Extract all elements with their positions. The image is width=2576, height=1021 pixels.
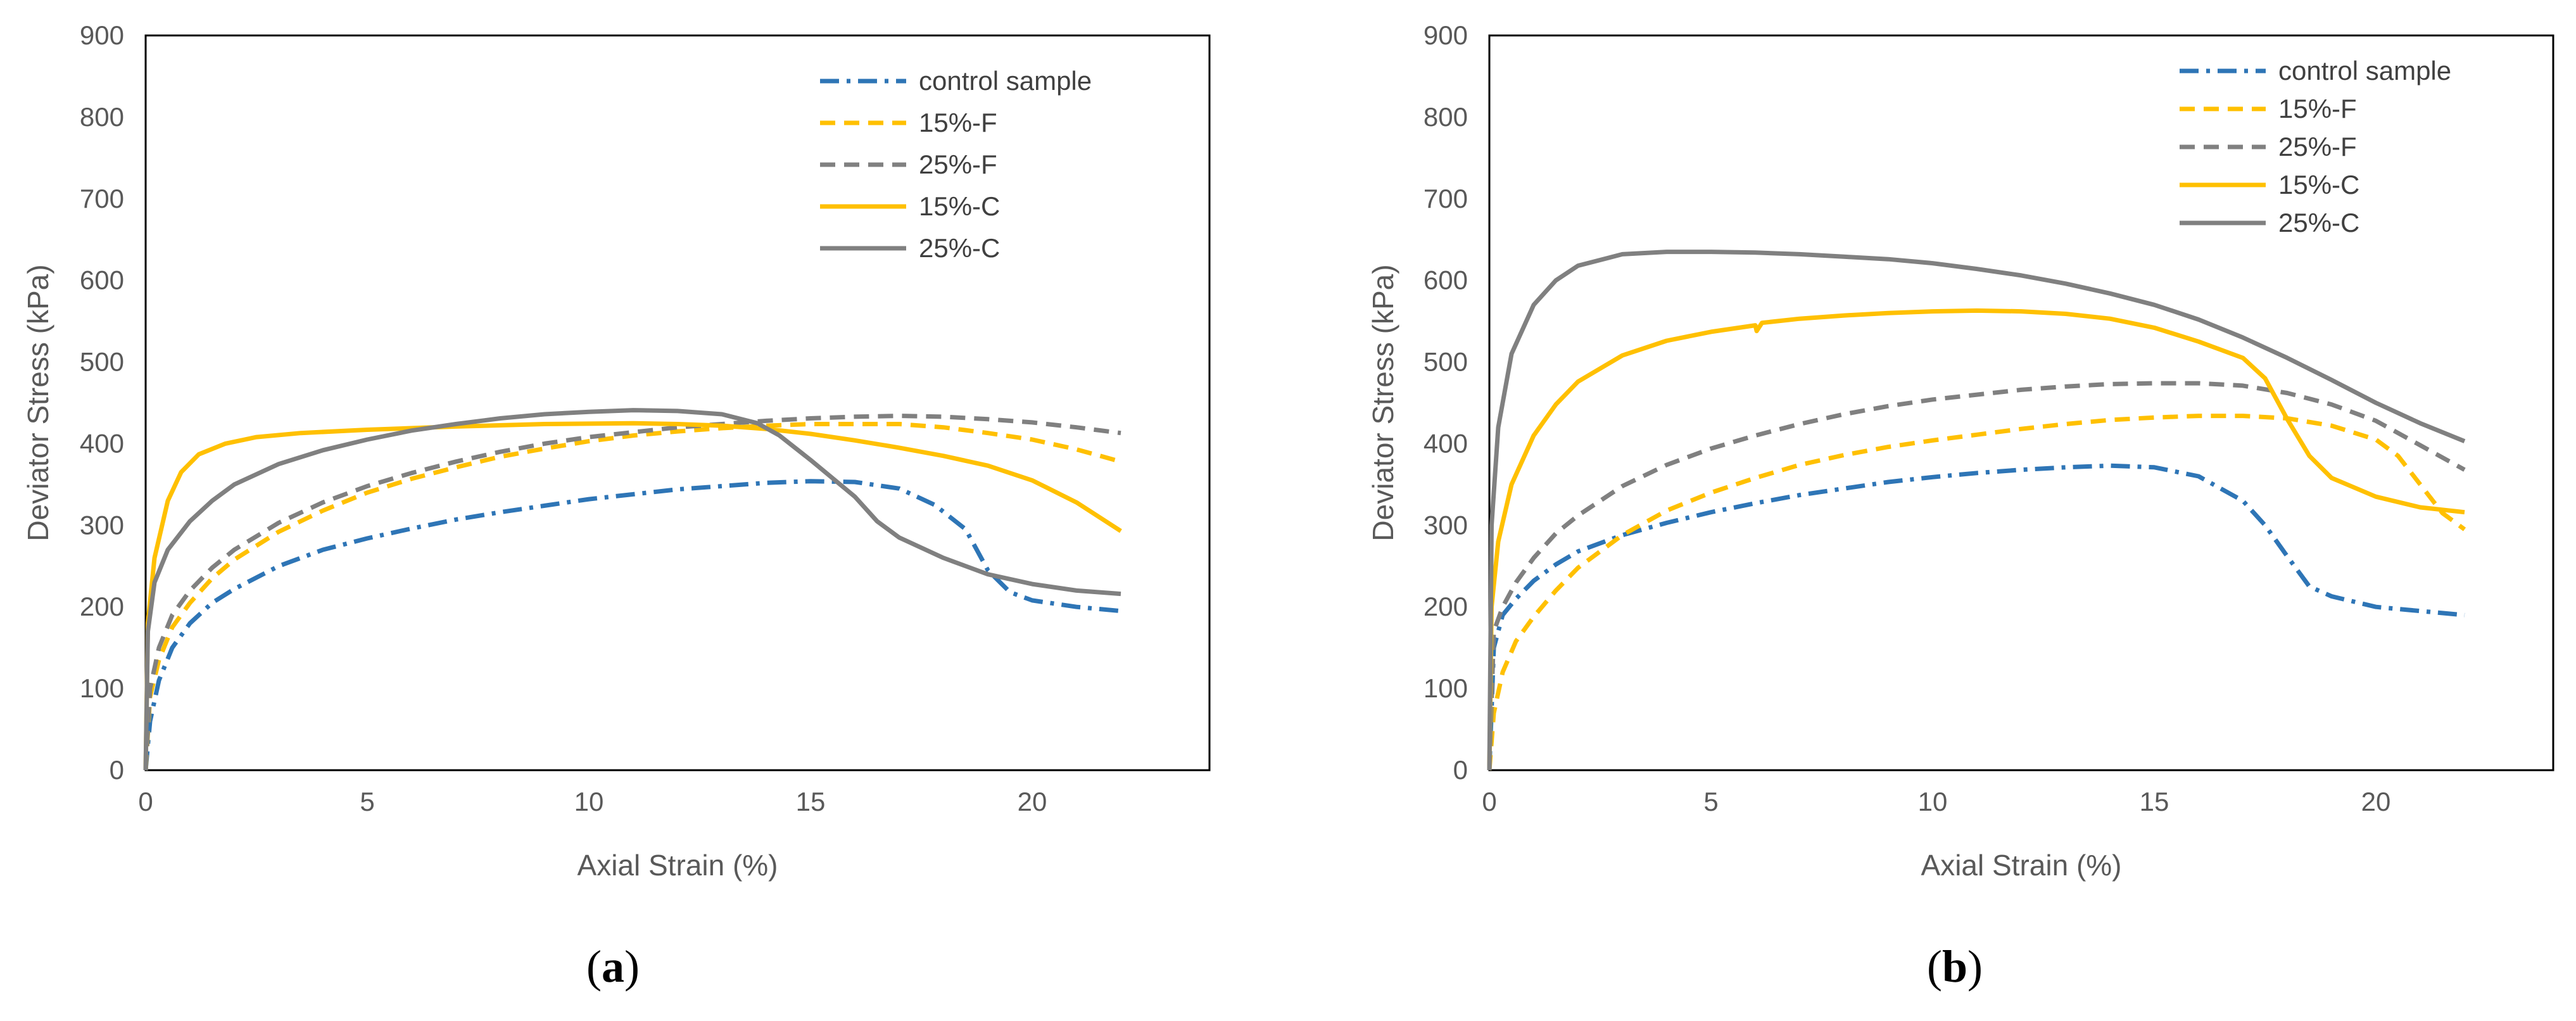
legend-label: 15%-F [919, 108, 997, 137]
y-tick-label: 0 [110, 755, 124, 785]
panel-b: 0 100 200 300 400 500 600 700 800 900 0 5 10 15 20 con… [1367, 20, 2554, 992]
x-tick-label: 5 [360, 787, 374, 816]
y-tick-label: 100 [1424, 673, 1468, 703]
legend-label: 25%-F [919, 149, 997, 179]
series-line-control-sample [1487, 463, 2465, 771]
panel-label-b: b [1942, 941, 1967, 992]
panel-caption-a: (a) [586, 941, 640, 992]
series-a [143, 408, 1122, 771]
series-line-15-c [143, 421, 1122, 771]
legend-label: 25%-C [919, 233, 1000, 263]
x-tick-label: 10 [574, 787, 604, 816]
y-tick-label: 800 [1424, 102, 1468, 132]
x-axis-title-a: Axial Strain (%) [578, 849, 778, 882]
legend-label: 15%-F [2278, 94, 2357, 124]
series-line-25-c [1487, 250, 2466, 771]
legend-label: 15%-C [2278, 170, 2359, 200]
y-tick-label: 300 [80, 510, 124, 540]
legend-label: 25%-F [2278, 132, 2357, 162]
panel-caption-b: (b) [1927, 941, 1983, 992]
y-axis-title-b: Deviator Stress (kPa) [1367, 264, 1399, 541]
y-tick-label: 700 [1424, 184, 1468, 213]
y-axis-title-a: Deviator Stress (kPa) [22, 264, 54, 541]
legend-a: control sample 15%-F 25%-F 15%-C 25%-C [820, 66, 1092, 263]
legend-b: control sample 15%-F 25%-F 15%-C 25%-C [2180, 56, 2451, 238]
x-tick-label: 10 [1918, 787, 1948, 816]
series-line-25-c [143, 408, 1121, 771]
legend-label: control sample [2278, 56, 2451, 86]
x-tick-label: 0 [138, 787, 153, 816]
x-axis-title-b: Axial Strain (%) [1921, 849, 2122, 882]
legend-label: control sample [919, 66, 1092, 96]
y-tick-label: 500 [80, 347, 124, 377]
y-tick-label: 900 [80, 20, 124, 50]
y-tick-label: 300 [1424, 510, 1468, 540]
panel-a: 0 100 200 300 400 500 600 700 800 900 0 5 10 15 20 con… [22, 20, 1211, 992]
y-tick-label: 600 [80, 265, 124, 295]
panel-label-a: a [602, 941, 624, 992]
y-tick-label: 700 [80, 184, 124, 213]
y-tick-label: 100 [80, 673, 124, 703]
y-tick-label: 200 [80, 592, 124, 621]
plot-area-b [1488, 34, 2554, 771]
legend-label: 15%-C [919, 191, 1000, 221]
series-line-25-f [143, 414, 1121, 771]
x-tick-label: 20 [2361, 787, 2391, 816]
plot-area-a [144, 34, 1211, 771]
x-tick-label: 15 [2140, 787, 2169, 816]
y-tick-label: 900 [1424, 20, 1468, 50]
series-line-25-f [1487, 381, 2466, 771]
x-tick-label: 0 [1482, 787, 1496, 816]
y-tick-label: 600 [1424, 265, 1468, 295]
y-tick-label: 200 [1424, 592, 1468, 621]
y-tick-label: 500 [1424, 347, 1468, 377]
x-tick-label: 15 [796, 787, 826, 816]
axes-b: 0 100 200 300 400 500 600 700 800 900 0 5 10 15 20 [1424, 20, 2390, 816]
y-tick-label: 400 [80, 428, 124, 458]
y-tick-label: 0 [1453, 755, 1468, 785]
series-b [1487, 250, 2466, 771]
series-line-15-c [1487, 308, 2465, 771]
series-line-15-f [1487, 414, 2466, 771]
axes-a: 0 100 200 300 400 500 600 700 800 900 0 5 10 15 20 [80, 20, 1047, 816]
x-tick-label: 20 [1018, 787, 1047, 816]
y-tick-label: 800 [80, 102, 124, 132]
y-tick-label: 400 [1424, 428, 1468, 458]
series-line-control-sample [143, 479, 1121, 771]
legend-label: 25%-C [2278, 208, 2359, 238]
x-tick-label: 5 [1703, 787, 1718, 816]
